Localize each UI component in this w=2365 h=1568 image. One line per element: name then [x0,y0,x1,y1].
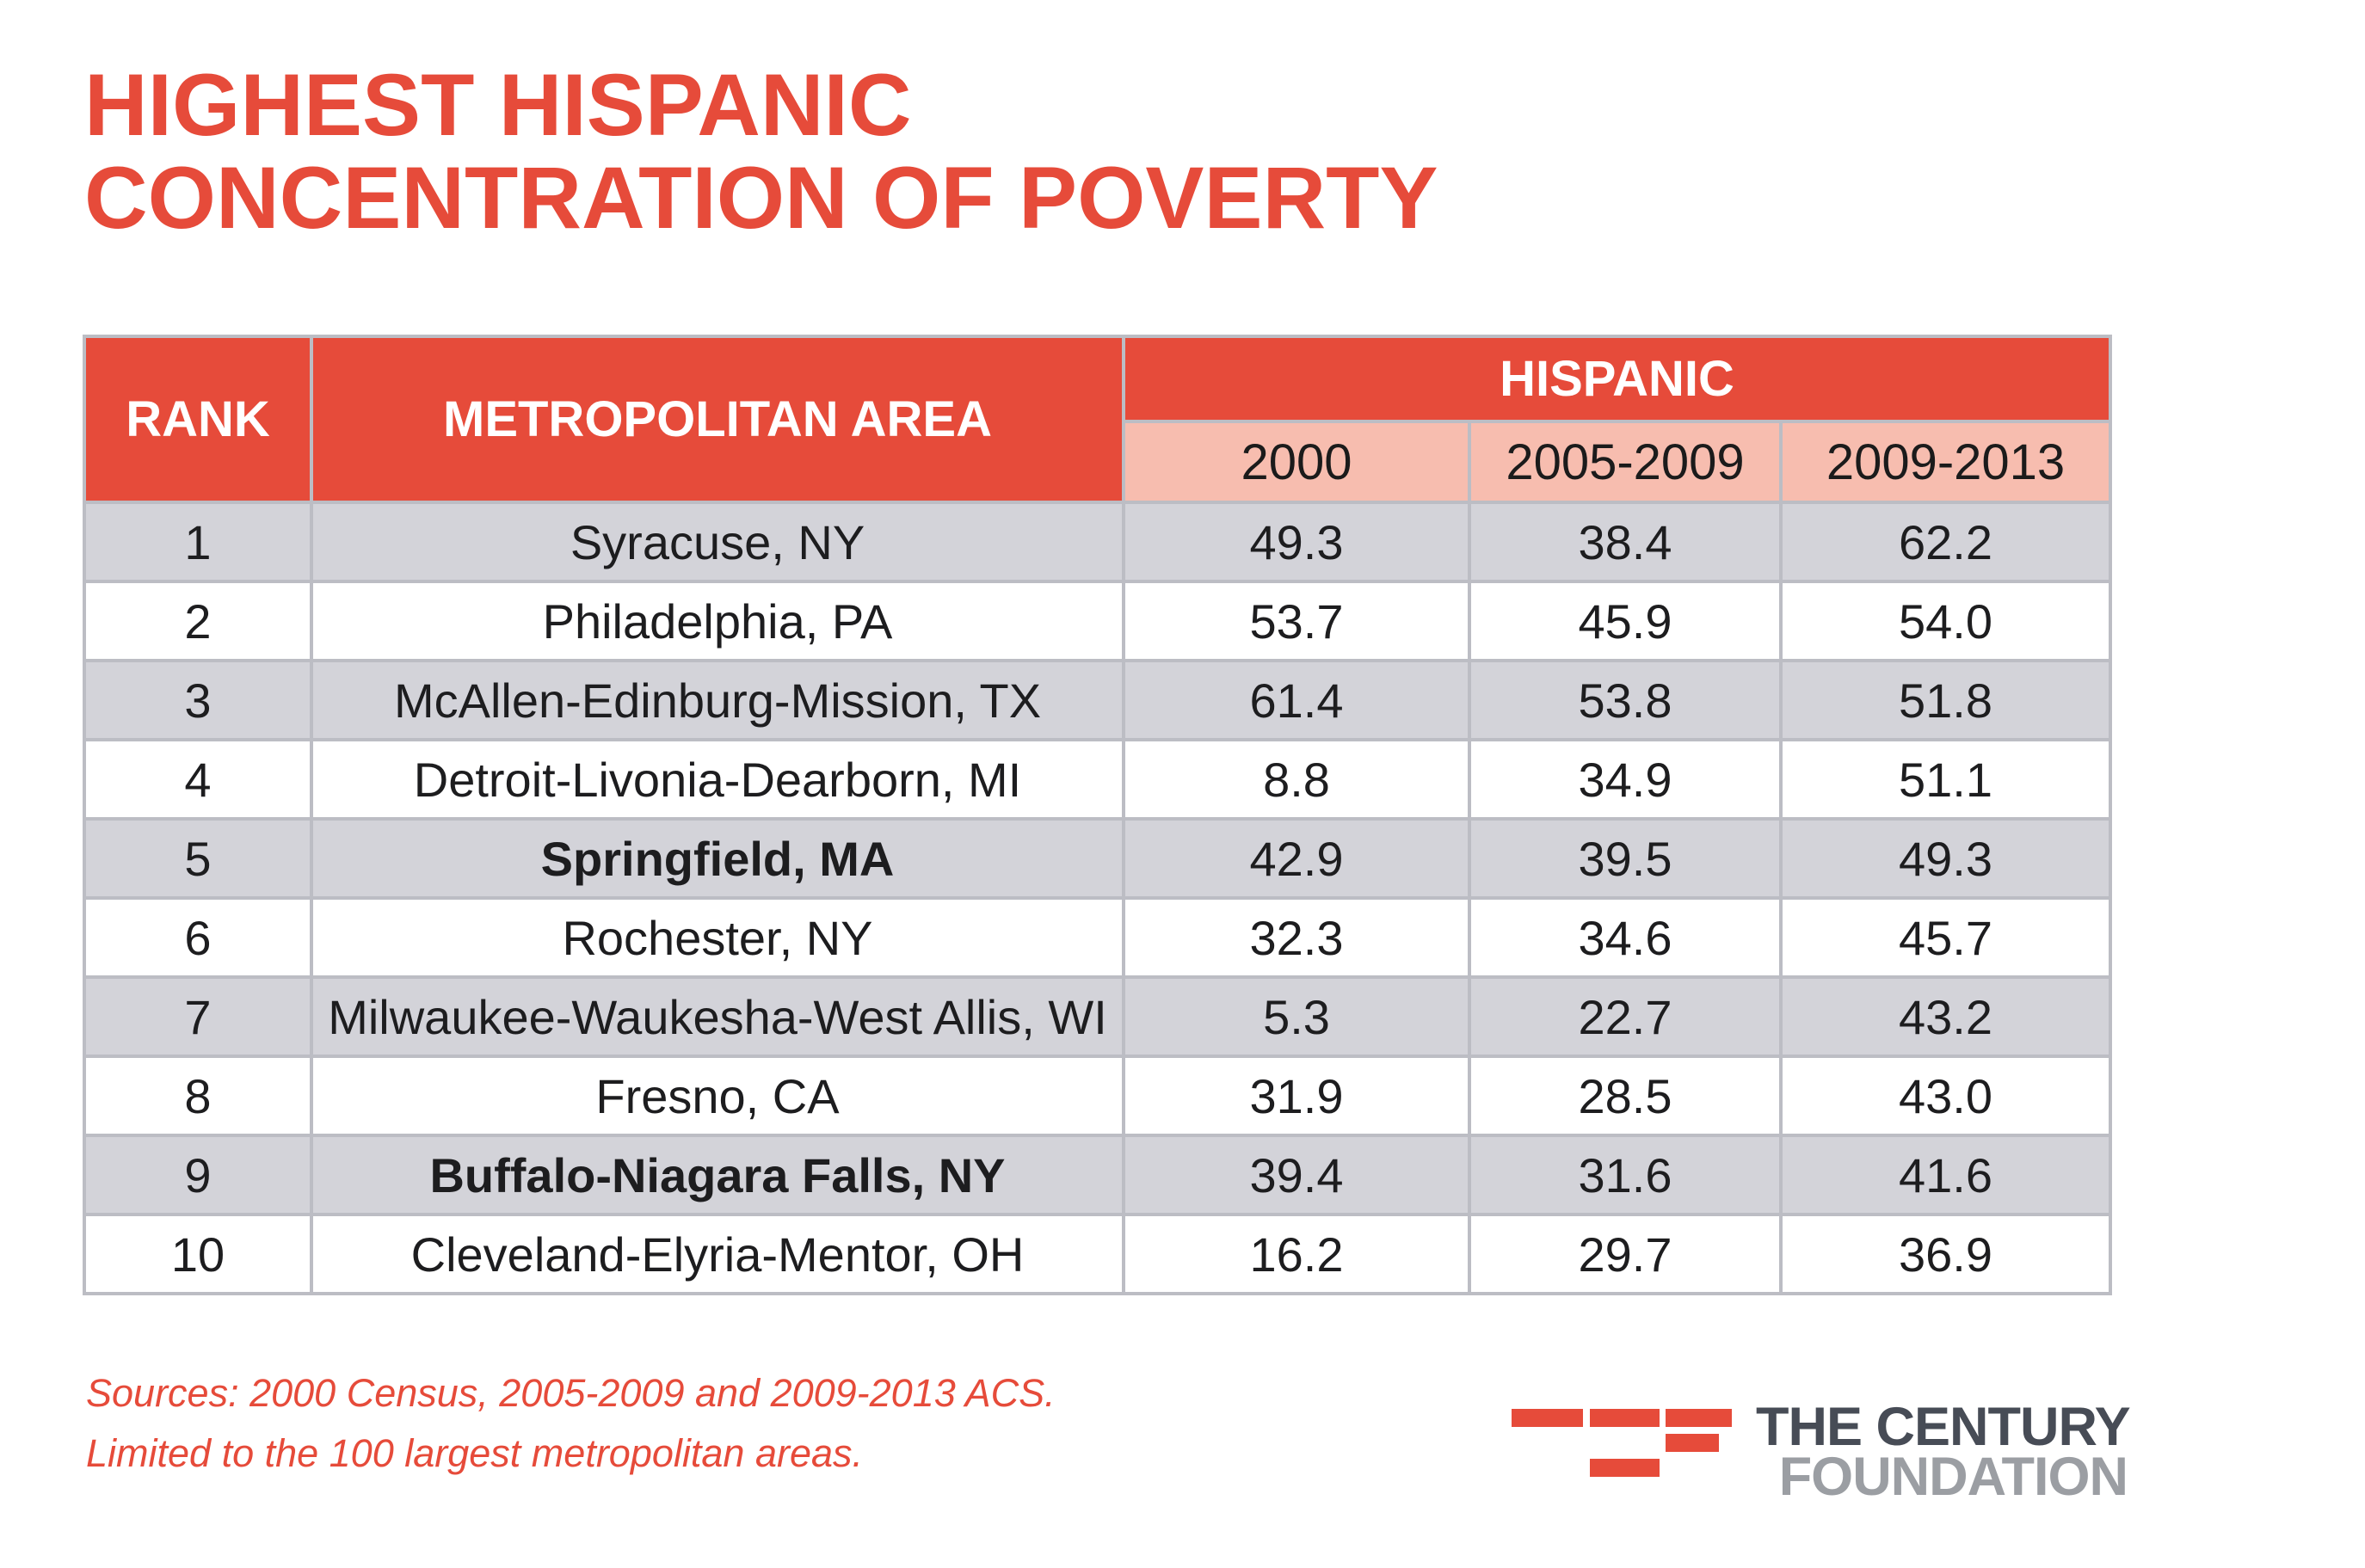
col-header-rank: RANK [86,338,310,501]
cell-rank: 9 [86,1137,310,1213]
cell-value-2009-2013: 62.2 [1783,504,2109,580]
cell-value-2005-2009: 38.4 [1471,504,1779,580]
cell-value-2009-2013: 41.6 [1783,1137,2109,1213]
table-row: 9 Buffalo-Niagara Falls, NY 39.4 31.6 41… [86,1137,2109,1213]
cell-rank: 4 [86,741,310,817]
cell-value-2005-2009: 22.7 [1471,979,1779,1055]
table-row: 10 Cleveland-Elyria-Mentor, OH 16.2 29.7… [86,1216,2109,1292]
cell-value-2005-2009: 31.6 [1471,1137,1779,1213]
cell-metro-area: Milwaukee-Waukesha-West Allis, WI [313,979,1122,1055]
cell-rank: 5 [86,821,310,896]
cell-metro-area: Buffalo-Niagara Falls, NY [313,1137,1122,1213]
cell-metro-area: McAllen-Edinburg-Mission, TX [313,662,1122,738]
logo-text-line1: THE CENTURY [1756,1397,2131,1457]
table-row: 4 Detroit-Livonia-Dearborn, MI 8.8 34.9 … [86,741,2109,817]
col-header-year-2000: 2000 [1125,423,1468,501]
cell-rank: 7 [86,979,310,1055]
col-group-header-hispanic: HISPANIC [1125,338,2109,420]
cell-metro-area: Cleveland-Elyria-Mentor, OH [313,1216,1122,1292]
table-row: 5 Springfield, MA 42.9 39.5 49.3 [86,821,2109,896]
cell-value-2005-2009: 39.5 [1471,821,1779,896]
logo-bar-icon [1512,1409,1583,1427]
cell-value-2005-2009: 28.5 [1471,1058,1779,1134]
cell-rank: 6 [86,900,310,975]
cell-value-2005-2009: 34.6 [1471,900,1779,975]
cell-metro-area: Springfield, MA [313,821,1122,896]
cell-value-2005-2009: 29.7 [1471,1216,1779,1292]
page-title: HIGHEST HISPANIC CONCENTRATION OF POVERT… [84,58,1438,244]
cell-rank: 3 [86,662,310,738]
tcf-logo: THE CENTURY FOUNDATION [1512,1397,2131,1507]
poverty-table-container: RANK METROPOLITAN AREA HISPANIC 2000 200… [83,335,2112,1295]
tcf-logo-mark-icon [1512,1409,1732,1481]
table-row: 2 Philadelphia, PA 53.7 45.9 54.0 [86,583,2109,659]
table-row: 6 Rochester, NY 32.3 34.6 45.7 [86,900,2109,975]
tcf-logo-text: THE CENTURY FOUNDATION [1756,1397,2131,1507]
cell-value-2000: 49.3 [1125,504,1468,580]
cell-value-2000: 39.4 [1125,1137,1468,1213]
logo-bar-icon [1666,1409,1732,1427]
cell-metro-area: Syracuse, NY [313,504,1122,580]
cell-value-2009-2013: 36.9 [1783,1216,2109,1292]
table-row: 1 Syracuse, NY 49.3 38.4 62.2 [86,504,2109,580]
cell-value-2009-2013: 49.3 [1783,821,2109,896]
source-note-line1: Sources: 2000 Census, 2005-2009 and 2009… [86,1371,1056,1415]
cell-value-2009-2013: 43.2 [1783,979,2109,1055]
cell-value-2000: 53.7 [1125,583,1468,659]
table-row: 8 Fresno, CA 31.9 28.5 43.0 [86,1058,2109,1134]
table-body: 1 Syracuse, NY 49.3 38.4 62.2 2 Philadel… [86,504,2109,1292]
table-row: 3 McAllen-Edinburg-Mission, TX 61.4 53.8… [86,662,2109,738]
cell-rank: 2 [86,583,310,659]
cell-value-2000: 31.9 [1125,1058,1468,1134]
cell-value-2000: 8.8 [1125,741,1468,817]
table-header-row-1: RANK METROPOLITAN AREA HISPANIC [86,338,2109,501]
col-header-metro-area: METROPOLITAN AREA [313,338,1122,501]
cell-rank: 10 [86,1216,310,1292]
cell-metro-area: Detroit-Livonia-Dearborn, MI [313,741,1122,817]
cell-value-2009-2013: 45.7 [1783,900,2109,975]
logo-bar-icon [1590,1409,1660,1427]
col-header-year-2005-2009: 2005-2009 [1471,423,1779,501]
col-header-year-2009-2013: 2009-2013 [1783,423,2109,501]
cell-metro-area: Rochester, NY [313,900,1122,975]
source-notes: Sources: 2000 Census, 2005-2009 and 2009… [86,1363,1056,1484]
cell-value-2009-2013: 54.0 [1783,583,2109,659]
cell-value-2000: 42.9 [1125,821,1468,896]
cell-value-2009-2013: 51.8 [1783,662,2109,738]
cell-value-2009-2013: 43.0 [1783,1058,2109,1134]
page-title-line2: CONCENTRATION OF POVERTY [84,149,1438,247]
cell-metro-area: Philadelphia, PA [313,583,1122,659]
logo-bar-icon [1590,1459,1660,1477]
source-note-line2: Limited to the 100 largest metropolitan … [86,1431,864,1475]
logo-text-line2: FOUNDATION [1778,1447,2128,1507]
cell-value-2005-2009: 34.9 [1471,741,1779,817]
table-row: 7 Milwaukee-Waukesha-West Allis, WI 5.3 … [86,979,2109,1055]
cell-value-2005-2009: 45.9 [1471,583,1779,659]
cell-value-2000: 16.2 [1125,1216,1468,1292]
logo-bar-icon [1666,1434,1719,1452]
cell-value-2005-2009: 53.8 [1471,662,1779,738]
cell-rank: 1 [86,504,310,580]
poverty-table: RANK METROPOLITAN AREA HISPANIC 2000 200… [83,335,2112,1295]
cell-value-2000: 32.3 [1125,900,1468,975]
cell-rank: 8 [86,1058,310,1134]
page-title-line1: HIGHEST HISPANIC [84,56,912,154]
cell-value-2000: 5.3 [1125,979,1468,1055]
table-header-row-2: 2000 2005-2009 2009-2013 [86,423,2109,501]
cell-metro-area: Fresno, CA [313,1058,1122,1134]
cell-value-2009-2013: 51.1 [1783,741,2109,817]
cell-value-2000: 61.4 [1125,662,1468,738]
